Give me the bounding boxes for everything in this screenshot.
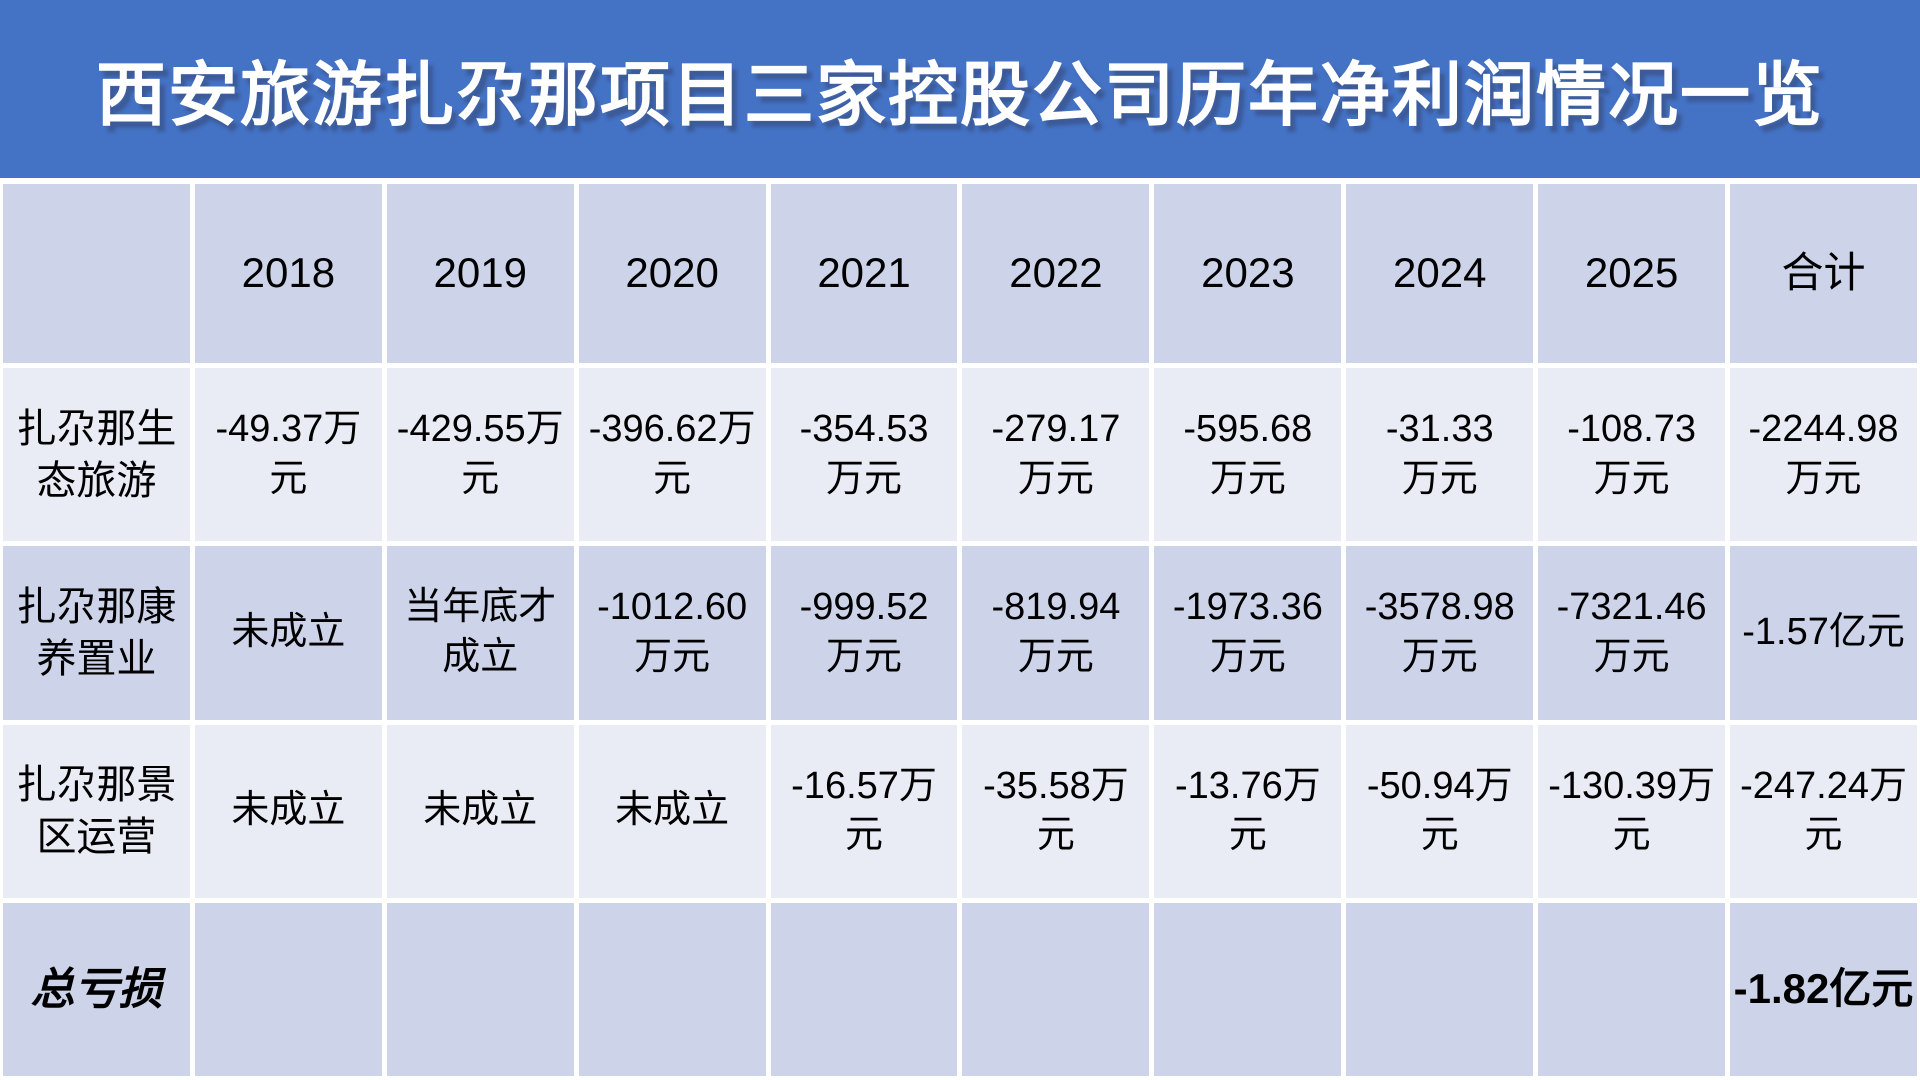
header-cell-2019: 2019 bbox=[386, 184, 574, 363]
profit-table: 2018 2019 2020 2021 2022 2023 2024 2025 … bbox=[0, 184, 1920, 1080]
table-cell bbox=[962, 902, 1150, 1076]
table-cell: -16.57万 元 bbox=[770, 724, 958, 898]
row-label-total-loss: 总亏损 bbox=[3, 902, 190, 1076]
header-cell-total: 合计 bbox=[1730, 184, 1917, 363]
table-cell: -279.17 万元 bbox=[962, 368, 1150, 542]
table-cell: -130.39万 元 bbox=[1538, 724, 1726, 898]
header-cell-2025: 2025 bbox=[1538, 184, 1726, 363]
table-cell bbox=[1346, 902, 1534, 1076]
row-label-wellness-realty: 扎尕那康 养置业 bbox=[3, 546, 190, 720]
table-cell: -13.76万 元 bbox=[1154, 724, 1342, 898]
table-cell: -3578.98 万元 bbox=[1346, 546, 1534, 720]
table-cell: 当年底才 成立 bbox=[386, 546, 574, 720]
table-cell: -429.55万 元 bbox=[386, 368, 574, 542]
header-cell-2024: 2024 bbox=[1346, 184, 1534, 363]
header-cell-2018: 2018 bbox=[194, 184, 382, 363]
table-cell: -2244.98 万元 bbox=[1730, 368, 1917, 542]
header-cell-2023: 2023 bbox=[1154, 184, 1342, 363]
table-cell: -35.58万 元 bbox=[962, 724, 1150, 898]
table-cell: -31.33 万元 bbox=[1346, 368, 1534, 542]
table-cell: -1.57亿元 bbox=[1730, 546, 1917, 720]
header-cell-2021: 2021 bbox=[770, 184, 958, 363]
table-cell: 未成立 bbox=[194, 546, 382, 720]
row-label-eco-tourism: 扎尕那生 态旅游 bbox=[3, 368, 190, 542]
table-cell: -7321.46 万元 bbox=[1538, 546, 1726, 720]
row-label-scenic-operation: 扎尕那景 区运营 bbox=[3, 724, 190, 898]
table-cell: -49.37万 元 bbox=[194, 368, 382, 542]
table-cell bbox=[1538, 902, 1726, 1076]
table-cell: 未成立 bbox=[386, 724, 574, 898]
table-cell: -50.94万 元 bbox=[1346, 724, 1534, 898]
table-cell bbox=[386, 902, 574, 1076]
table-cell: -108.73 万元 bbox=[1538, 368, 1726, 542]
table-cell bbox=[1154, 902, 1342, 1076]
table-cell: -999.52 万元 bbox=[770, 546, 958, 720]
table-cell: -819.94 万元 bbox=[962, 546, 1150, 720]
table-cell: -1973.36 万元 bbox=[1154, 546, 1342, 720]
table-cell: 未成立 bbox=[578, 724, 766, 898]
table-cell: -1012.60 万元 bbox=[578, 546, 766, 720]
page-title: 西安旅游扎尕那项目三家控股公司历年净利润情况一览 bbox=[96, 55, 1824, 134]
table-cell bbox=[770, 902, 958, 1076]
table-cell: -247.24万 元 bbox=[1730, 724, 1917, 898]
table-cell: -595.68 万元 bbox=[1154, 368, 1342, 542]
table-cell bbox=[194, 902, 382, 1076]
total-loss-value-cell: -1.82亿元 bbox=[1730, 902, 1917, 1076]
table-cell bbox=[578, 902, 766, 1076]
header-cell-2022: 2022 bbox=[962, 184, 1150, 363]
header-cell-2020: 2020 bbox=[578, 184, 766, 363]
table-cell: 未成立 bbox=[194, 724, 382, 898]
title-banner: 西安旅游扎尕那项目三家控股公司历年净利润情况一览 bbox=[0, 0, 1920, 178]
profit-table-grid: 2018 2019 2020 2021 2022 2023 2024 2025 … bbox=[3, 184, 1917, 1076]
header-cell-blank bbox=[3, 184, 190, 363]
table-cell: -354.53 万元 bbox=[770, 368, 958, 542]
table-cell: -396.62万 元 bbox=[578, 368, 766, 542]
